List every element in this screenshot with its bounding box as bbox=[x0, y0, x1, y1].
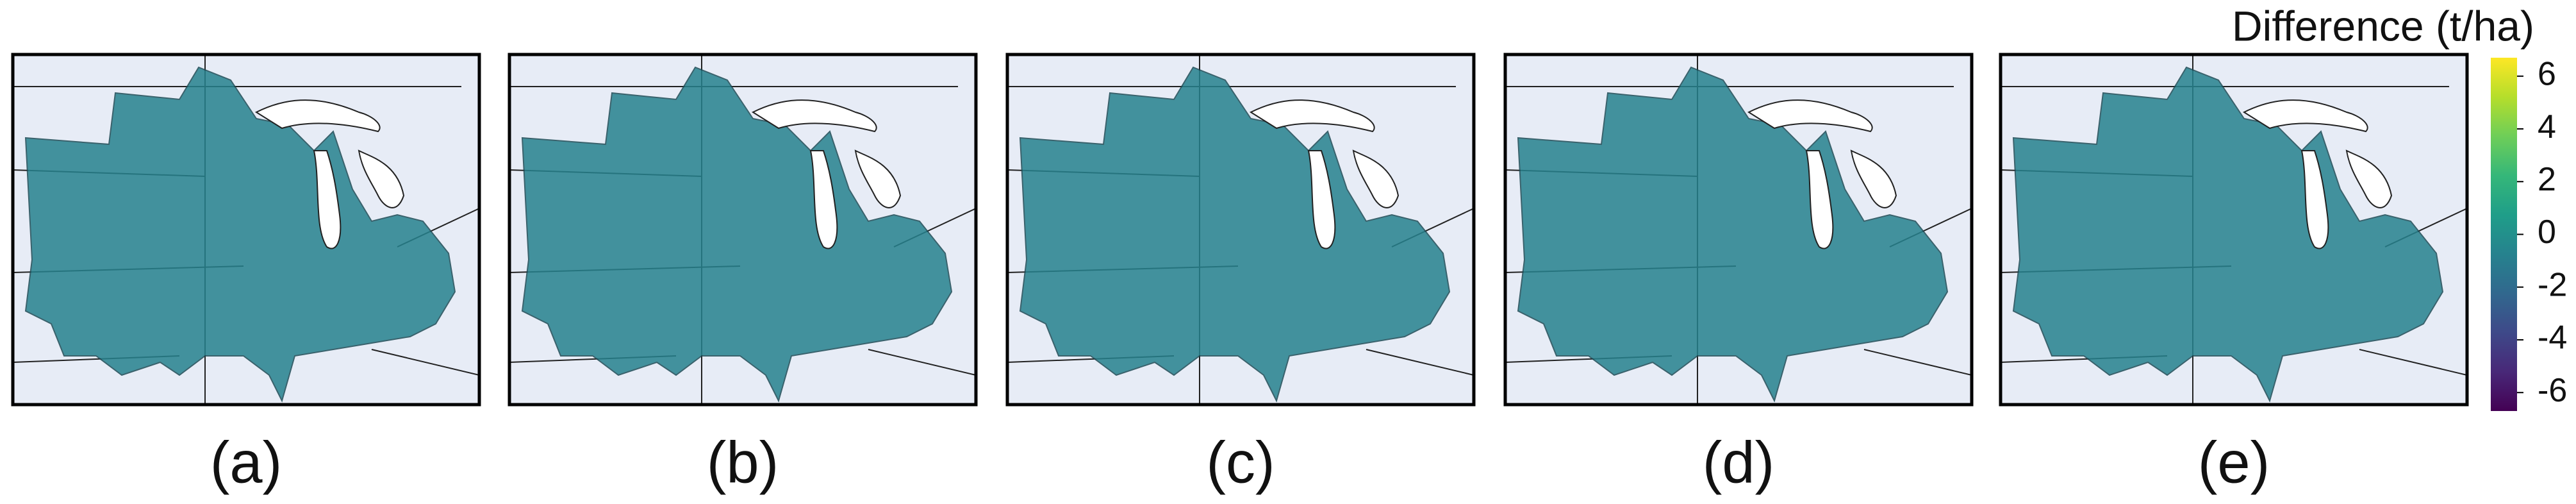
lake bbox=[2242, 99, 2368, 133]
colorbar-title: Difference (t/ha) bbox=[2232, 2, 2534, 49]
colorbar-tick-label: -2 bbox=[2538, 266, 2567, 303]
colorbar-tick-label: -6 bbox=[2538, 372, 2567, 409]
lake bbox=[1805, 150, 1834, 249]
panel-label: (b) bbox=[707, 430, 779, 495]
map-frame bbox=[508, 53, 978, 407]
colorbar-tick-label: 2 bbox=[2538, 161, 2556, 198]
map-panel bbox=[508, 53, 978, 407]
colorbar-tick-label: 0 bbox=[2538, 214, 2556, 251]
lake bbox=[809, 150, 838, 249]
colorbar-tick-label: 4 bbox=[2538, 108, 2556, 146]
lake bbox=[751, 99, 877, 133]
colorbar bbox=[2491, 58, 2517, 411]
state-border bbox=[2359, 349, 2467, 376]
map-panel bbox=[11, 53, 481, 407]
lake bbox=[1249, 99, 1375, 133]
lake bbox=[2345, 149, 2393, 208]
lake bbox=[1850, 149, 1897, 208]
panel-label: (a) bbox=[210, 430, 282, 495]
colorbar-tick-label: 6 bbox=[2538, 56, 2556, 93]
state-border bbox=[868, 349, 976, 376]
map-panel bbox=[1999, 53, 2469, 407]
map-panel bbox=[1005, 53, 1476, 407]
study-region bbox=[24, 66, 456, 403]
lake bbox=[313, 150, 342, 249]
map-frame bbox=[1503, 53, 1974, 407]
lake bbox=[1352, 149, 1399, 208]
study-region bbox=[1019, 66, 1451, 403]
study-region bbox=[521, 66, 953, 403]
study-region bbox=[2012, 66, 2444, 403]
map-frame bbox=[1005, 53, 1476, 407]
lake bbox=[2300, 150, 2329, 249]
state-border bbox=[1366, 349, 1474, 376]
study-region bbox=[1517, 66, 1949, 403]
state-border bbox=[1863, 349, 1972, 376]
lake bbox=[358, 149, 405, 208]
lake bbox=[1747, 99, 1873, 133]
state-border bbox=[371, 349, 479, 376]
lake bbox=[254, 99, 381, 133]
lake bbox=[854, 149, 902, 208]
panel-label: (c) bbox=[1206, 430, 1275, 495]
colorbar-tick-label: -4 bbox=[2538, 319, 2567, 357]
map-panel bbox=[1503, 53, 1974, 407]
map-frame bbox=[1999, 53, 2469, 407]
map-frame bbox=[11, 53, 481, 407]
lake bbox=[1307, 150, 1336, 249]
panel-label: (e) bbox=[2198, 430, 2270, 495]
panel-label: (d) bbox=[1703, 430, 1774, 495]
